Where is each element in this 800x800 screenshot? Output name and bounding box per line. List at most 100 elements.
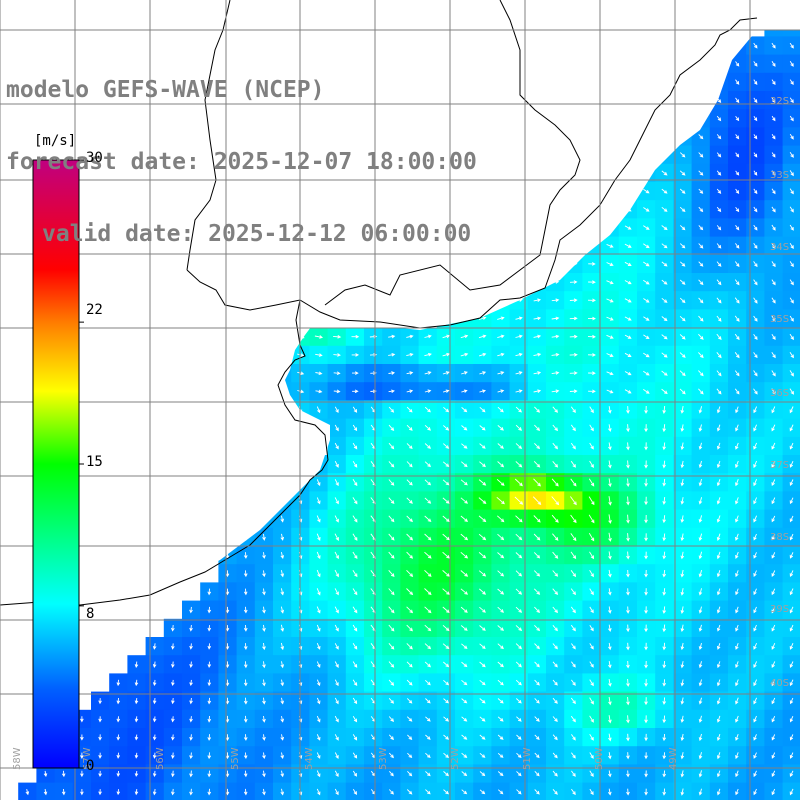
wind-arrow: [334, 770, 339, 778]
wind-arrow: [698, 152, 704, 158]
wind-arrow: [661, 352, 668, 358]
wind-cell: [782, 309, 800, 329]
wind-arrow: [316, 606, 321, 614]
wind-arrow: [406, 569, 414, 577]
wind-arrow: [171, 643, 175, 650]
wind-arrow: [716, 515, 721, 523]
wind-arrow: [334, 460, 339, 468]
wind-arrow: [316, 661, 321, 668]
wind-arrow: [626, 770, 630, 778]
wind-arrow: [789, 570, 794, 578]
wind-arrow: [698, 588, 703, 596]
wind-arrow: [225, 734, 230, 741]
wind-arrow: [98, 770, 102, 778]
wind-arrow: [134, 716, 139, 723]
wind-arrow: [716, 788, 721, 796]
wind-arrow: [662, 551, 667, 560]
wind-arrow: [479, 771, 486, 777]
wind-arrow: [442, 588, 450, 595]
wind-arrow: [789, 115, 794, 122]
wind-arrow: [515, 316, 523, 321]
wind-arrow: [533, 515, 541, 523]
wind-arrow: [753, 224, 758, 231]
wind-arrow: [626, 496, 630, 506]
wind-arrow: [478, 533, 487, 541]
wind-arrow: [388, 679, 395, 686]
wind-arrow: [588, 532, 595, 542]
wind-arrow: [643, 389, 650, 394]
wind-arrow: [571, 643, 576, 650]
wind-arrow: [662, 588, 667, 596]
wind-arrow: [771, 352, 776, 359]
wind-arrow: [753, 715, 757, 723]
wind-arrow: [497, 679, 504, 686]
wind-arrow: [352, 406, 358, 413]
wind-arrow: [643, 188, 650, 194]
wind-arrow: [661, 388, 668, 395]
wind-arrow: [316, 624, 321, 632]
wind-arrow: [680, 624, 685, 633]
wind-arrow: [406, 406, 413, 413]
wind-arrow: [588, 478, 595, 487]
wind-arrow: [753, 770, 757, 778]
wind-arrow: [698, 606, 703, 614]
wind-arrow: [534, 789, 540, 795]
wind-arrow: [624, 334, 632, 339]
wind-arrow: [661, 316, 668, 322]
wind-arrow: [679, 315, 686, 322]
wind-arrow: [478, 570, 487, 577]
wind-cell: [527, 782, 547, 800]
wind-arrow: [753, 333, 758, 340]
wind-arrow: [514, 478, 523, 487]
wind-arrow: [406, 479, 413, 486]
wind-arrow: [716, 115, 722, 122]
wind-arrow: [680, 752, 685, 760]
wind-arrow: [771, 279, 776, 286]
wind-arrow: [608, 696, 612, 706]
wind-arrow: [461, 371, 468, 375]
wind-arrow: [80, 752, 84, 759]
wind-arrow: [753, 515, 758, 523]
wind-arrow: [352, 424, 358, 432]
wind-arrow: [262, 715, 266, 723]
wind-arrow: [534, 716, 540, 722]
wind-arrow: [225, 570, 230, 578]
wind-arrow: [716, 460, 721, 469]
wind-arrow: [116, 734, 121, 741]
wind-arrow: [587, 334, 596, 339]
wind-arrow: [680, 406, 685, 414]
wind-arrow: [753, 606, 757, 614]
wind-arrow: [533, 533, 541, 541]
wind-arrow: [388, 371, 395, 375]
wind-arrow: [771, 333, 776, 340]
wind-cell: [782, 782, 800, 800]
wind-arrow: [352, 497, 358, 505]
wind-arrow: [514, 496, 524, 505]
wind-arrow: [571, 661, 576, 668]
colorbar-tick-label: 15: [86, 454, 103, 470]
wind-arrow: [352, 697, 358, 705]
wind-arrow: [680, 788, 685, 796]
wind-arrow: [570, 624, 576, 632]
wind-arrow: [515, 679, 522, 686]
lat-label: 36S: [770, 388, 789, 399]
wind-cell: [491, 782, 511, 800]
wind-arrow: [771, 370, 776, 377]
wind-arrow: [753, 115, 758, 122]
wind-arrow: [771, 79, 776, 85]
wind-arrow: [225, 715, 230, 723]
wind-arrow: [479, 643, 486, 650]
wind-arrow: [570, 514, 577, 524]
wind-arrow: [607, 788, 612, 796]
wind-arrow: [789, 352, 794, 359]
wind-arrow: [533, 298, 542, 302]
wind-arrow: [352, 715, 358, 723]
wind-arrow: [587, 353, 596, 357]
wind-arrow: [443, 443, 450, 449]
wind-arrow: [262, 752, 266, 760]
wind-arrow: [116, 752, 121, 759]
wind-arrow: [644, 660, 648, 669]
wind-arrow: [643, 334, 650, 340]
wind-arrow: [716, 243, 722, 249]
wind-arrow: [388, 533, 395, 541]
